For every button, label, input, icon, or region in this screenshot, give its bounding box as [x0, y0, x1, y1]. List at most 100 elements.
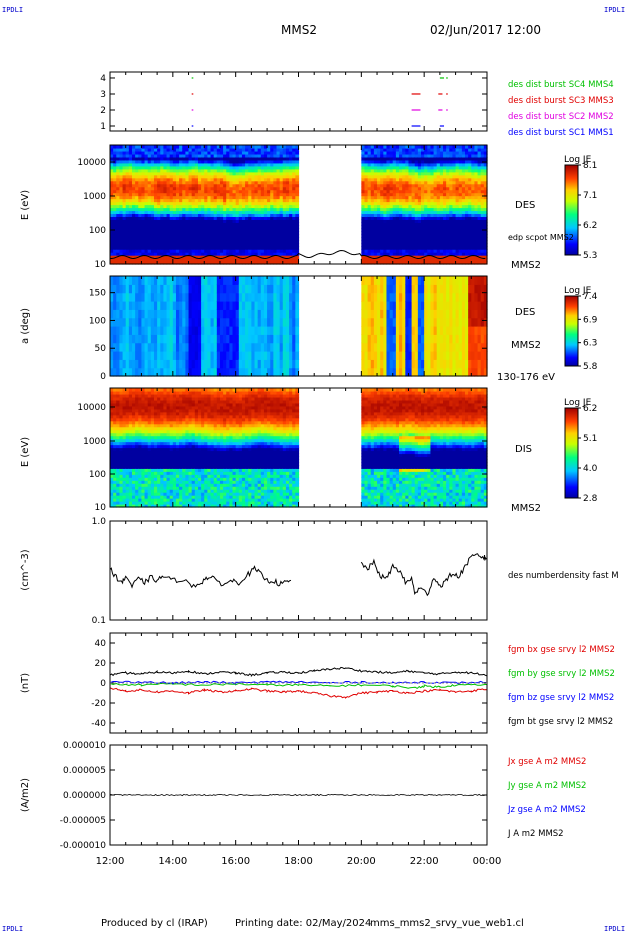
des-energy-cell: [471, 165, 476, 170]
des-energy-cell: [427, 261, 432, 265]
des-energy-cell: [480, 162, 485, 167]
des-pitch-cell: [216, 301, 221, 310]
des-energy-cell: [229, 249, 234, 253]
des-energy-cell: [248, 171, 252, 176]
des-energy-cell: [289, 171, 293, 176]
des-energy-cell: [392, 219, 397, 223]
des-energy-cell: [153, 234, 158, 238]
des-energy-cell: [452, 150, 457, 155]
des-energy-cell: [160, 234, 165, 238]
des-energy-cell: [461, 240, 466, 244]
des-energy-cell: [417, 210, 422, 215]
des-pitch-cell: [232, 301, 237, 310]
des-energy-cell: [172, 216, 177, 220]
des-energy-cell: [141, 240, 146, 244]
des-pitch-cell: [424, 326, 428, 335]
des-energy-cell: [480, 234, 485, 238]
des-pitch-cell: [408, 359, 413, 369]
des-energy-cell: [465, 150, 469, 155]
des-pitch-cell: [138, 359, 143, 369]
des-energy-cell: [411, 258, 416, 262]
des-energy-cell: [367, 240, 372, 244]
des-energy-cell: [197, 204, 202, 209]
des-energy-cell: [229, 180, 234, 185]
des-pitch-cell: [380, 359, 384, 369]
des-energy-cell: [110, 237, 114, 241]
des-energy-cell: [282, 168, 287, 173]
des-energy-cell: [251, 153, 256, 158]
des-energy-cell: [226, 216, 230, 220]
des-energy-cell: [248, 213, 252, 218]
des-energy-cell: [414, 231, 419, 235]
des-energy-cell: [380, 198, 384, 203]
des-energy-cell: [289, 252, 293, 256]
des-pitch-cell: [182, 309, 186, 319]
des-energy-cell: [128, 159, 133, 164]
des-energy-cell: [449, 225, 454, 229]
des-energy-cell: [383, 147, 388, 152]
des-pitch-cell: [361, 334, 366, 344]
des-energy-cell: [122, 219, 127, 223]
des-energy-cell: [141, 210, 146, 215]
des-pitch-cell: [257, 326, 262, 335]
des-energy-cell: [424, 145, 428, 149]
des-energy-cell: [194, 165, 199, 170]
des-energy-cell: [241, 240, 246, 244]
des-energy-cell: [383, 222, 388, 226]
des-energy-cell: [128, 255, 133, 259]
des-energy-cell: [455, 145, 460, 149]
des-energy-cell: [213, 174, 218, 179]
des-energy-cell: [207, 165, 212, 170]
des-energy-cell: [188, 168, 193, 173]
des-energy-cell: [166, 258, 171, 262]
des-energy-cell: [182, 192, 186, 197]
des-energy-cell: [389, 240, 394, 244]
des-energy-cell: [226, 159, 230, 164]
des-energy-cell: [465, 240, 469, 244]
des-energy-cell: [235, 177, 240, 182]
des-energy-cell: [417, 231, 422, 235]
des-energy-cell: [477, 231, 482, 235]
des-energy-cell: [204, 231, 208, 235]
des-energy-cell: [408, 159, 413, 164]
des-energy-cell: [223, 192, 227, 197]
des-energy-cell: [443, 195, 447, 200]
des-pitch-cell: [113, 326, 117, 335]
des-pitch-cell: [399, 326, 403, 335]
des-energy-cell: [270, 207, 274, 212]
des-energy-cell: [245, 159, 249, 164]
des-energy-cell: [241, 231, 246, 235]
des-energy-cell: [144, 204, 149, 209]
des-energy-cell: [150, 255, 155, 259]
des-energy-cell: [226, 147, 230, 152]
des-energy-cell: [179, 159, 183, 164]
des-energy-cell: [468, 255, 472, 259]
des-energy-cell: [380, 261, 384, 265]
des-energy-cell: [421, 219, 425, 223]
des-pitch-cell: [235, 342, 240, 352]
des-energy-cell: [260, 162, 265, 167]
des-pitch-cell: [191, 367, 196, 377]
des-energy-cell: [194, 174, 199, 179]
des-pitch-cell: [285, 326, 290, 335]
des-energy-cell: [194, 168, 199, 173]
des-energy-cell: [213, 216, 218, 220]
des-pitch-cell: [386, 309, 391, 319]
des-energy-cell: [213, 258, 218, 262]
des-energy-cell: [235, 207, 240, 212]
des-energy-cell: [417, 183, 422, 188]
des-energy-cell: [465, 258, 469, 262]
des-pitch-cell: [292, 317, 296, 327]
des-pitch-cell: [402, 276, 406, 285]
des-energy-cell: [295, 213, 300, 218]
des-energy-cell: [414, 177, 419, 182]
des-energy-cell: [113, 237, 117, 241]
des-energy-cell: [443, 189, 447, 194]
des-pitch-cell: [392, 351, 397, 360]
des-energy-cell: [207, 258, 212, 262]
des-energy-cell: [270, 216, 274, 220]
des-energy-cell: [147, 216, 152, 220]
des-energy-cell: [461, 234, 466, 238]
des-energy-cell: [207, 237, 212, 241]
des-energy-cell: [411, 145, 416, 149]
